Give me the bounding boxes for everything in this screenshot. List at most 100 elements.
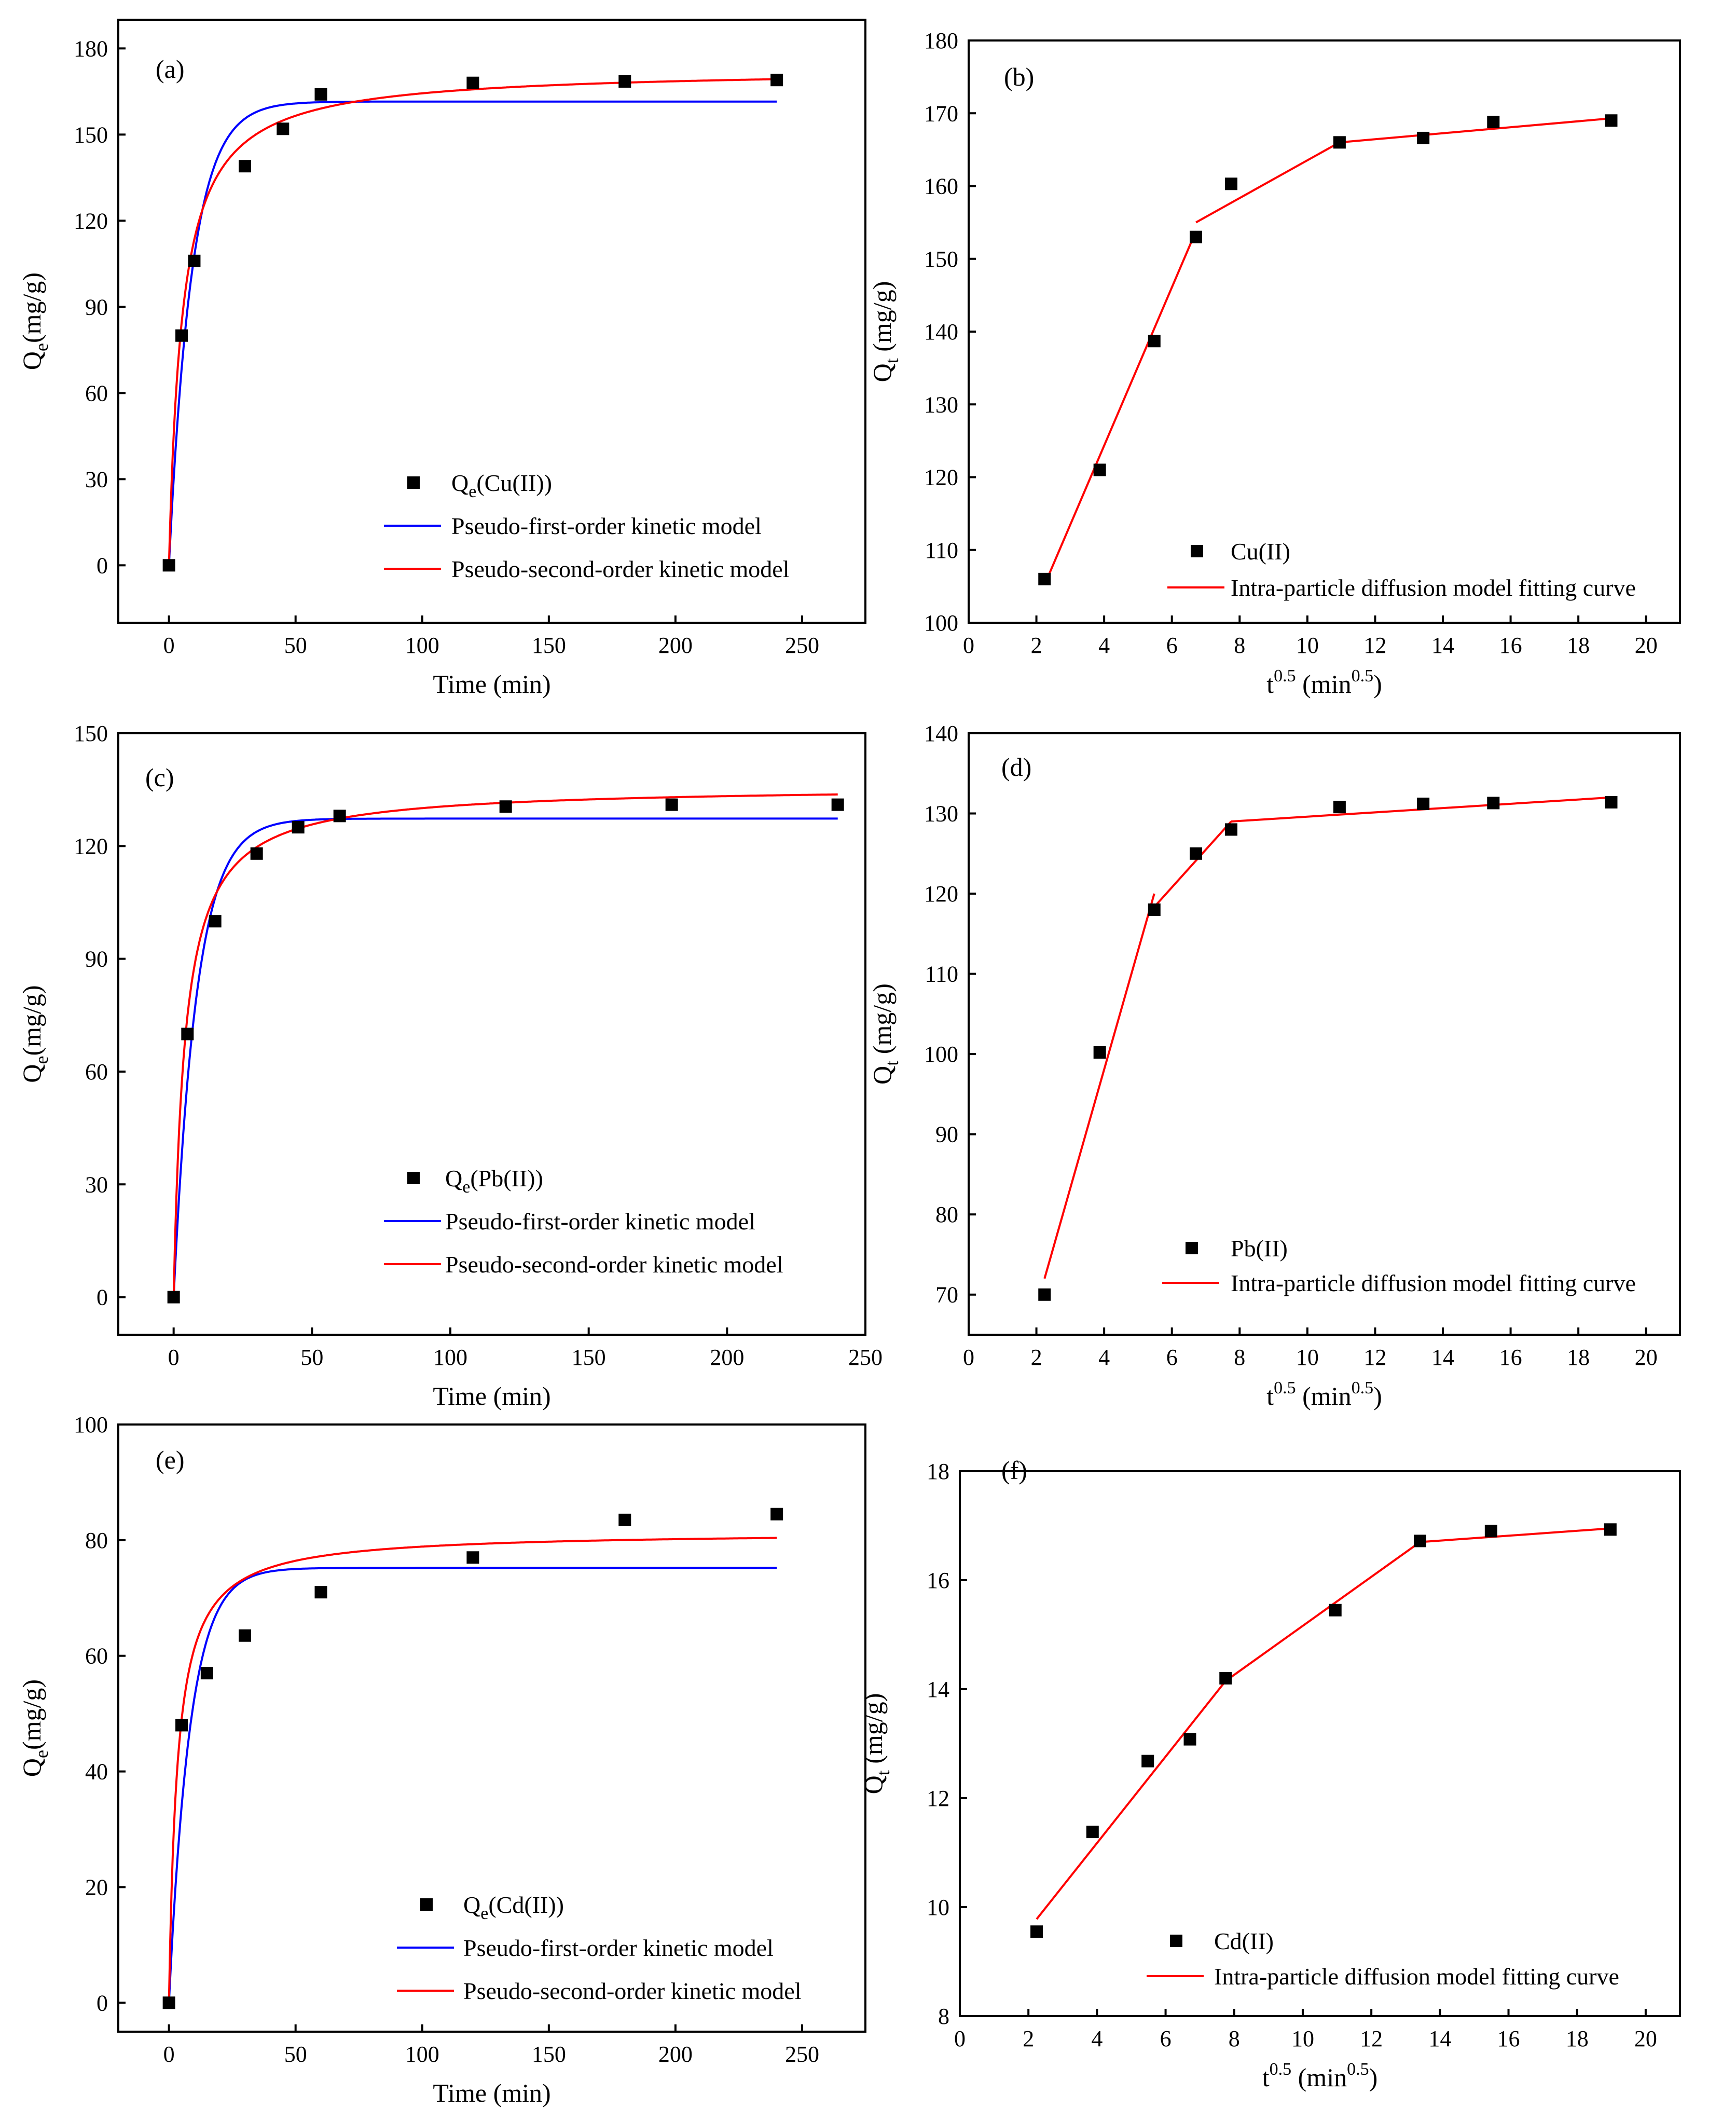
pseudo-first-order-curve (168, 1567, 777, 2003)
data-point (831, 798, 844, 811)
x-tick-label: 2 (1031, 633, 1042, 658)
legend-label-pso: Pseudo-second-order kinetic model (445, 1251, 783, 1278)
data-point (466, 76, 479, 89)
chart-panel-a: 0 50 100 150 200 250 0 30 60 90 120 150 180 Time (min… (17, 19, 866, 698)
y-axis-label: Qe(mg/g) (17, 1679, 52, 1777)
x-tick-label: 4 (1098, 633, 1110, 658)
y-tick-label: 180 (74, 36, 108, 61)
y-tick-label: 0 (97, 553, 108, 578)
x-tick-label: 0 (963, 633, 974, 658)
legend-label-sub: e (480, 1904, 488, 1923)
data-point (1605, 114, 1618, 127)
y-axis-label-tail: (mg/g) (17, 272, 46, 343)
y-tick-label: 180 (924, 28, 958, 53)
x-tick-label: 12 (1363, 1345, 1386, 1370)
diffusion-fit-segment (1147, 820, 1232, 915)
x-tick-label: 12 (1363, 633, 1386, 658)
y-tick-label: 12 (927, 1786, 949, 1811)
y-axis-label: Qe(mg/g) (17, 985, 52, 1083)
plot-frame (968, 39, 1681, 624)
y-tick-label: 10 (927, 1895, 949, 1920)
y-axis-label-main: Q (867, 363, 897, 382)
diffusion-fit-segment (1420, 1527, 1610, 1543)
chart-panel-c: 0 50 100 150 200 250 0 30 60 90 120 150 Time (min) Qe… (17, 721, 883, 1410)
legend-label-pfo: Pseudo-first-order kinetic model (463, 1935, 774, 1961)
x-tick-label: 10 (1291, 2026, 1314, 2051)
data-point (1190, 847, 1203, 860)
fit-curves (1036, 1527, 1610, 1920)
y-axis-label: Qe(mg/g) (17, 272, 52, 370)
legend: Pb(II) Intra-particle diffusion model fit… (1162, 1235, 1636, 1296)
x-axis-label: Time (min) (433, 669, 550, 698)
data-point (1086, 1826, 1099, 1839)
legend-label-segments: Intra-particle diffusion model fitting c… (1231, 1270, 1636, 1296)
y-tick-label: 18 (927, 1459, 949, 1484)
data-point (239, 1629, 252, 1642)
data-point (1487, 797, 1500, 810)
y-axis-label-sub: t (873, 1770, 893, 1775)
legend-label-points: Qe(Cu(II)) (451, 470, 552, 501)
legend-marker-points (407, 1172, 420, 1184)
fit-curves (1043, 796, 1611, 1279)
y-axis-label-main: Q (859, 1775, 888, 1794)
x-axis-label-tail: (min (1296, 669, 1352, 698)
y-tick-label: 130 (924, 392, 958, 417)
legend-marker-points (1170, 1935, 1182, 1947)
legend-label-segments: Intra-particle diffusion model fitting c… (1231, 574, 1636, 601)
y-axis-label-main: Q (17, 351, 46, 370)
x-axis-label: Time (min) (433, 2078, 550, 2107)
data-point (314, 1586, 327, 1599)
y-tick-label: 110 (925, 962, 958, 987)
data-point (1484, 1525, 1497, 1538)
x-axis-label-end: ) (1373, 669, 1382, 698)
legend: Qe(Pb(II)) Pseudo-first-order kinetic mod… (384, 1165, 783, 1278)
x-tick-label: 200 (710, 1345, 744, 1370)
chart-panel-d: 0 2 4 6 8 10 12 14 16 18 20708090100110120130140t0… (867, 721, 1681, 1410)
data-point (1183, 1733, 1196, 1746)
y-axis-label-main: Q (867, 1066, 897, 1085)
y-tick-label: 170 (924, 101, 958, 126)
x-tick-label: 8 (1234, 1345, 1245, 1370)
plot-frame (959, 1470, 1681, 2017)
y-tick-label: 60 (85, 380, 108, 406)
x-tick-label: 50 (284, 633, 307, 658)
x-tick-label: 18 (1567, 633, 1590, 658)
legend-label-segments: Intra-particle diffusion model fitting c… (1214, 1963, 1619, 1990)
x-tick-label: 14 (1428, 2026, 1451, 2051)
y-axis-label-tail: (mg/g) (867, 281, 897, 359)
legend-label-points: Qe(Cd(II)) (463, 1892, 564, 1923)
x-tick-label: 2 (1031, 1345, 1042, 1370)
panel-label: (f) (1001, 1456, 1027, 1485)
data-point (162, 559, 175, 572)
y-tick-label: 90 (85, 294, 108, 320)
x-tick-label: 20 (1635, 633, 1658, 658)
y-tick-label: 80 (935, 1202, 958, 1227)
data-point (1093, 463, 1106, 476)
x-tick-label: 20 (1634, 2026, 1657, 2051)
legend-label-tail: (Cu(II)) (476, 470, 552, 496)
y-tick-label: 20 (85, 1874, 108, 1900)
legend: Cu(II) Intra-particle diffusion model fit… (1167, 538, 1636, 601)
x-tick-label: 0 (163, 633, 175, 658)
x-tick-label: 2 (1023, 2026, 1034, 2051)
y-axis-label-tail: (mg/g) (859, 1693, 888, 1771)
x-tick-label: 200 (658, 633, 693, 658)
legend-label-main: Q (463, 1892, 480, 1918)
y-tick-label: 120 (74, 833, 108, 859)
x-tick-label: 16 (1497, 2026, 1520, 2051)
data-point (770, 74, 783, 87)
y-axis-label-sub: e (31, 343, 52, 351)
data-point (499, 800, 512, 813)
panel-label: (d) (1001, 752, 1031, 782)
x-tick-label: 6 (1166, 1345, 1178, 1370)
legend-label-pfo: Pseudo-first-order kinetic model (445, 1208, 755, 1235)
data-point (200, 1667, 213, 1680)
x-tick-label: 6 (1160, 2026, 1172, 2051)
fit-curves (1043, 117, 1611, 585)
y-tick-label: 90 (935, 1122, 958, 1147)
pseudo-first-order-curve (168, 100, 777, 566)
y-tick-label: 100 (924, 610, 958, 636)
pseudo-second-order-curve (168, 1537, 777, 2003)
